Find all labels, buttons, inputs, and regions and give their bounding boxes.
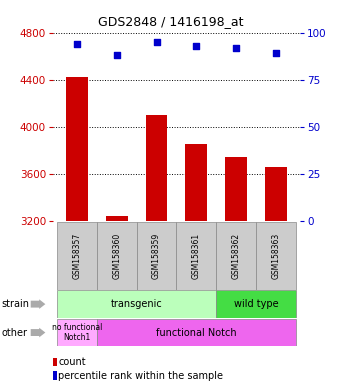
Text: transgenic: transgenic	[111, 299, 162, 309]
Bar	[146, 115, 167, 221]
Text: functional Notch: functional Notch	[156, 328, 237, 338]
Text: count: count	[58, 357, 86, 367]
Bar	[57, 319, 97, 346]
Text: percentile rank within the sample: percentile rank within the sample	[58, 371, 223, 381]
Bar	[256, 222, 296, 290]
Bar	[97, 222, 137, 290]
Bar	[106, 216, 128, 221]
Bar	[177, 222, 216, 290]
Text: GSM158357: GSM158357	[72, 233, 81, 279]
Bar	[137, 222, 177, 290]
Bar	[265, 167, 287, 221]
Bar	[57, 222, 97, 290]
Point	[154, 39, 159, 45]
Bar	[216, 222, 256, 290]
Bar	[66, 77, 88, 221]
Text: GSM158360: GSM158360	[112, 233, 121, 279]
Point	[273, 50, 279, 56]
Text: strain: strain	[2, 299, 30, 309]
Bar	[216, 290, 296, 318]
Bar	[57, 290, 216, 318]
Text: no functional
Notch1: no functional Notch1	[51, 323, 102, 342]
Point	[74, 41, 79, 47]
Point	[114, 52, 119, 58]
Text: other: other	[2, 328, 28, 338]
Text: GSM158361: GSM158361	[192, 233, 201, 279]
Text: GDS2848 / 1416198_at: GDS2848 / 1416198_at	[98, 15, 243, 28]
Bar	[225, 157, 247, 221]
Text: GSM158363: GSM158363	[272, 233, 281, 279]
Bar	[97, 319, 296, 346]
Text: wild type: wild type	[234, 299, 279, 309]
Bar	[186, 144, 207, 221]
Text: GSM158359: GSM158359	[152, 233, 161, 279]
Point	[234, 45, 239, 51]
Text: GSM158362: GSM158362	[232, 233, 241, 279]
Point	[194, 43, 199, 49]
